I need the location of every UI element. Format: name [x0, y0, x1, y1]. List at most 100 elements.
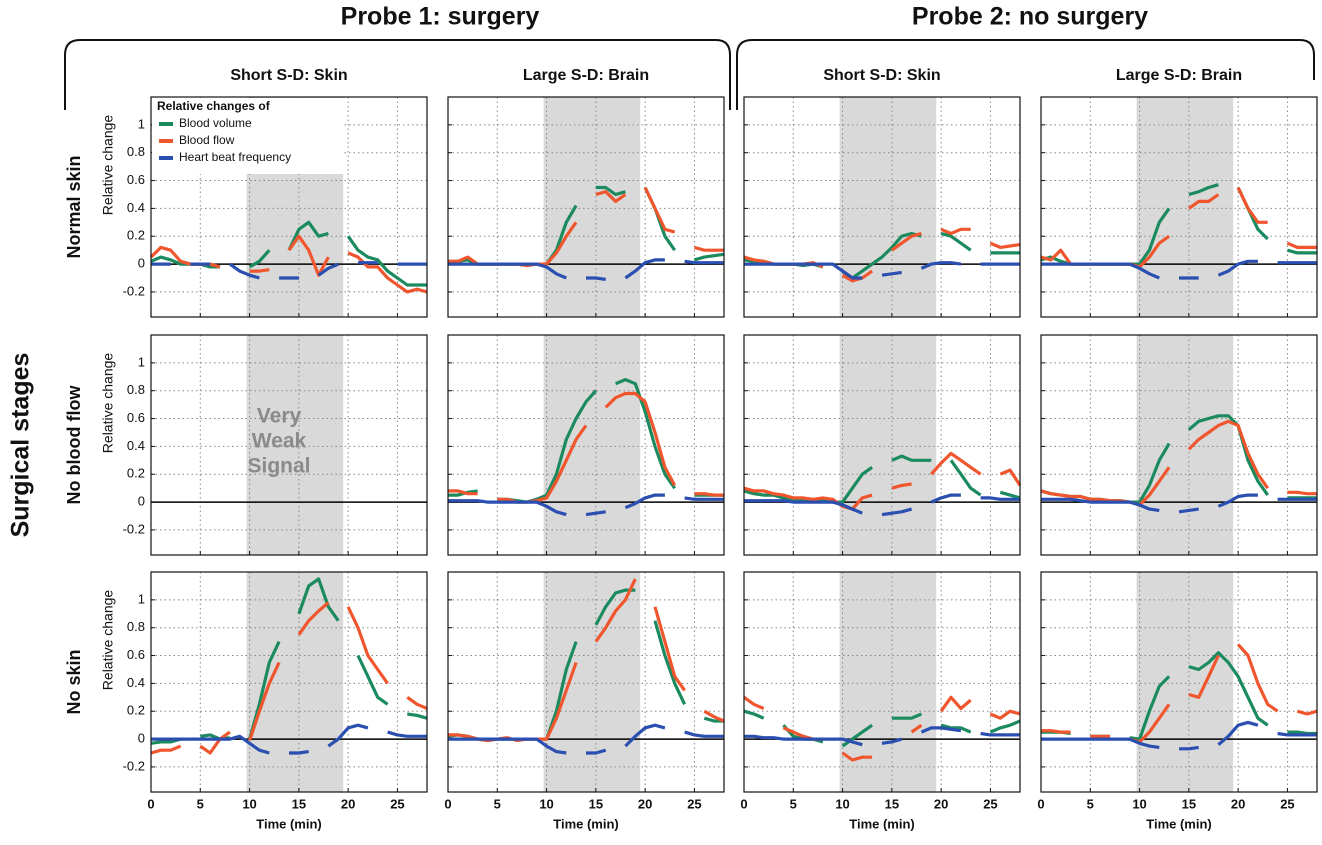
brace	[736, 39, 1315, 110]
legend: Relative changes of Blood volume Blood flo…	[152, 98, 344, 174]
series-line	[1041, 493, 1317, 514]
group-title: Probe 1: surgery	[341, 3, 540, 31]
stimulus-shade	[1136, 572, 1234, 792]
y-tick-label: 1	[138, 591, 145, 606]
y-tick-label: 0.4	[127, 438, 145, 453]
y-tick-label: 0	[138, 731, 145, 746]
x-tick-label: 5	[494, 796, 501, 811]
x-tick-label: 15	[885, 796, 899, 811]
series-line	[448, 391, 724, 504]
annotation: Very	[257, 405, 302, 428]
y-tick-label: 0.8	[127, 382, 145, 397]
x-tick-label: 15	[1182, 796, 1196, 811]
x-tick-label: 15	[292, 796, 306, 811]
stimulus-shade	[839, 97, 937, 317]
series-line	[744, 726, 1020, 747]
series-line	[150, 601, 428, 755]
stimulus-shade	[246, 572, 344, 792]
plot-frame	[1040, 571, 1318, 793]
stimulus-shade	[246, 335, 344, 555]
column-title: Large S-D: Brain	[523, 67, 649, 84]
plot-frame	[1040, 334, 1318, 556]
series-line	[1041, 259, 1317, 280]
x-axis-label: Time (min)	[256, 816, 322, 831]
plot-frame	[743, 571, 1021, 793]
plot-frame	[1040, 96, 1318, 318]
series-line	[448, 723, 724, 755]
plot-frame	[447, 334, 725, 556]
legend-label: Heart beat frequency	[179, 150, 291, 164]
series-line	[448, 258, 724, 281]
plot-frame	[743, 334, 1021, 556]
y-tick-label: 0.4	[127, 200, 145, 215]
group-title: Probe 2: no surgery	[912, 3, 1148, 31]
x-tick-label: 0	[444, 796, 451, 811]
legend-title: Relative changes of	[157, 99, 271, 113]
x-tick-label: 5	[1087, 796, 1094, 811]
row-group-label: Surgical stages	[7, 353, 35, 538]
series-line	[151, 261, 427, 280]
y-tick-label: 0.4	[127, 675, 145, 690]
annotation: Signal	[247, 455, 310, 478]
y-tick-label: 0.8	[127, 144, 145, 159]
row-label: No skin	[64, 649, 84, 714]
column-title: Short S-D: Skin	[230, 67, 347, 84]
series-line	[150, 577, 428, 745]
x-tick-label: 15	[589, 796, 603, 811]
x-axis-label: Time (min)	[849, 816, 915, 831]
legend-label: Blood flow	[179, 133, 235, 147]
y-tick-label: 0.2	[127, 703, 145, 718]
series-line	[1040, 419, 1317, 507]
series-line	[744, 493, 1020, 517]
x-tick-label: 20	[1231, 796, 1245, 811]
x-tick-label: 0	[740, 796, 747, 811]
x-tick-label: 25	[1280, 796, 1294, 811]
x-tick-label: 10	[835, 796, 849, 811]
series-line	[1041, 643, 1318, 744]
column-title: Short S-D: Skin	[823, 67, 940, 84]
series-line	[149, 234, 428, 294]
y-tick-label: 0.8	[127, 619, 145, 634]
x-axis-label: Time (min)	[1146, 816, 1212, 831]
y-tick-label: 1	[138, 354, 145, 369]
x-tick-label: 10	[242, 796, 256, 811]
series-line	[151, 723, 427, 755]
brace	[64, 39, 731, 110]
plot-frame	[150, 334, 428, 556]
column-title: Large S-D: Brain	[1116, 67, 1242, 84]
x-tick-label: 20	[341, 796, 355, 811]
y-tick-label: -0.2	[123, 758, 145, 773]
x-tick-label: 5	[197, 796, 204, 811]
stimulus-shade	[543, 97, 641, 317]
legend-label: Blood volume	[179, 116, 252, 130]
y-tick-label: 0.6	[127, 172, 145, 187]
row-label: No blood flow	[64, 385, 84, 505]
x-tick-label: 25	[390, 796, 404, 811]
series-line	[743, 695, 1021, 762]
y-tick-label: 0	[138, 256, 145, 271]
y-tick-label: 0.2	[127, 466, 145, 481]
row-label: Normal skin	[64, 155, 84, 258]
stimulus-shade	[543, 335, 641, 555]
x-tick-label: 5	[790, 796, 797, 811]
y-tick-label: 0	[138, 494, 145, 509]
plot-frame	[743, 96, 1021, 318]
stimulus-shade	[839, 572, 937, 792]
y-tick-label: -0.2	[123, 283, 145, 298]
annotation: Weak	[252, 430, 307, 453]
plot-frame	[150, 571, 428, 793]
x-tick-label: 0	[1037, 796, 1044, 811]
series-line	[743, 451, 1022, 511]
x-tick-label: 25	[687, 796, 701, 811]
x-tick-label: 10	[1132, 796, 1146, 811]
series-line	[1041, 720, 1317, 751]
x-tick-label: 20	[934, 796, 948, 811]
stimulus-shade	[1136, 97, 1234, 317]
stimulus-shade	[543, 572, 641, 792]
legend-box	[152, 98, 344, 174]
x-axis-label: Time (min)	[553, 816, 619, 831]
y-axis-label: Relative change	[100, 590, 116, 691]
x-tick-label: 0	[147, 796, 154, 811]
y-tick-label: 0.6	[127, 647, 145, 662]
